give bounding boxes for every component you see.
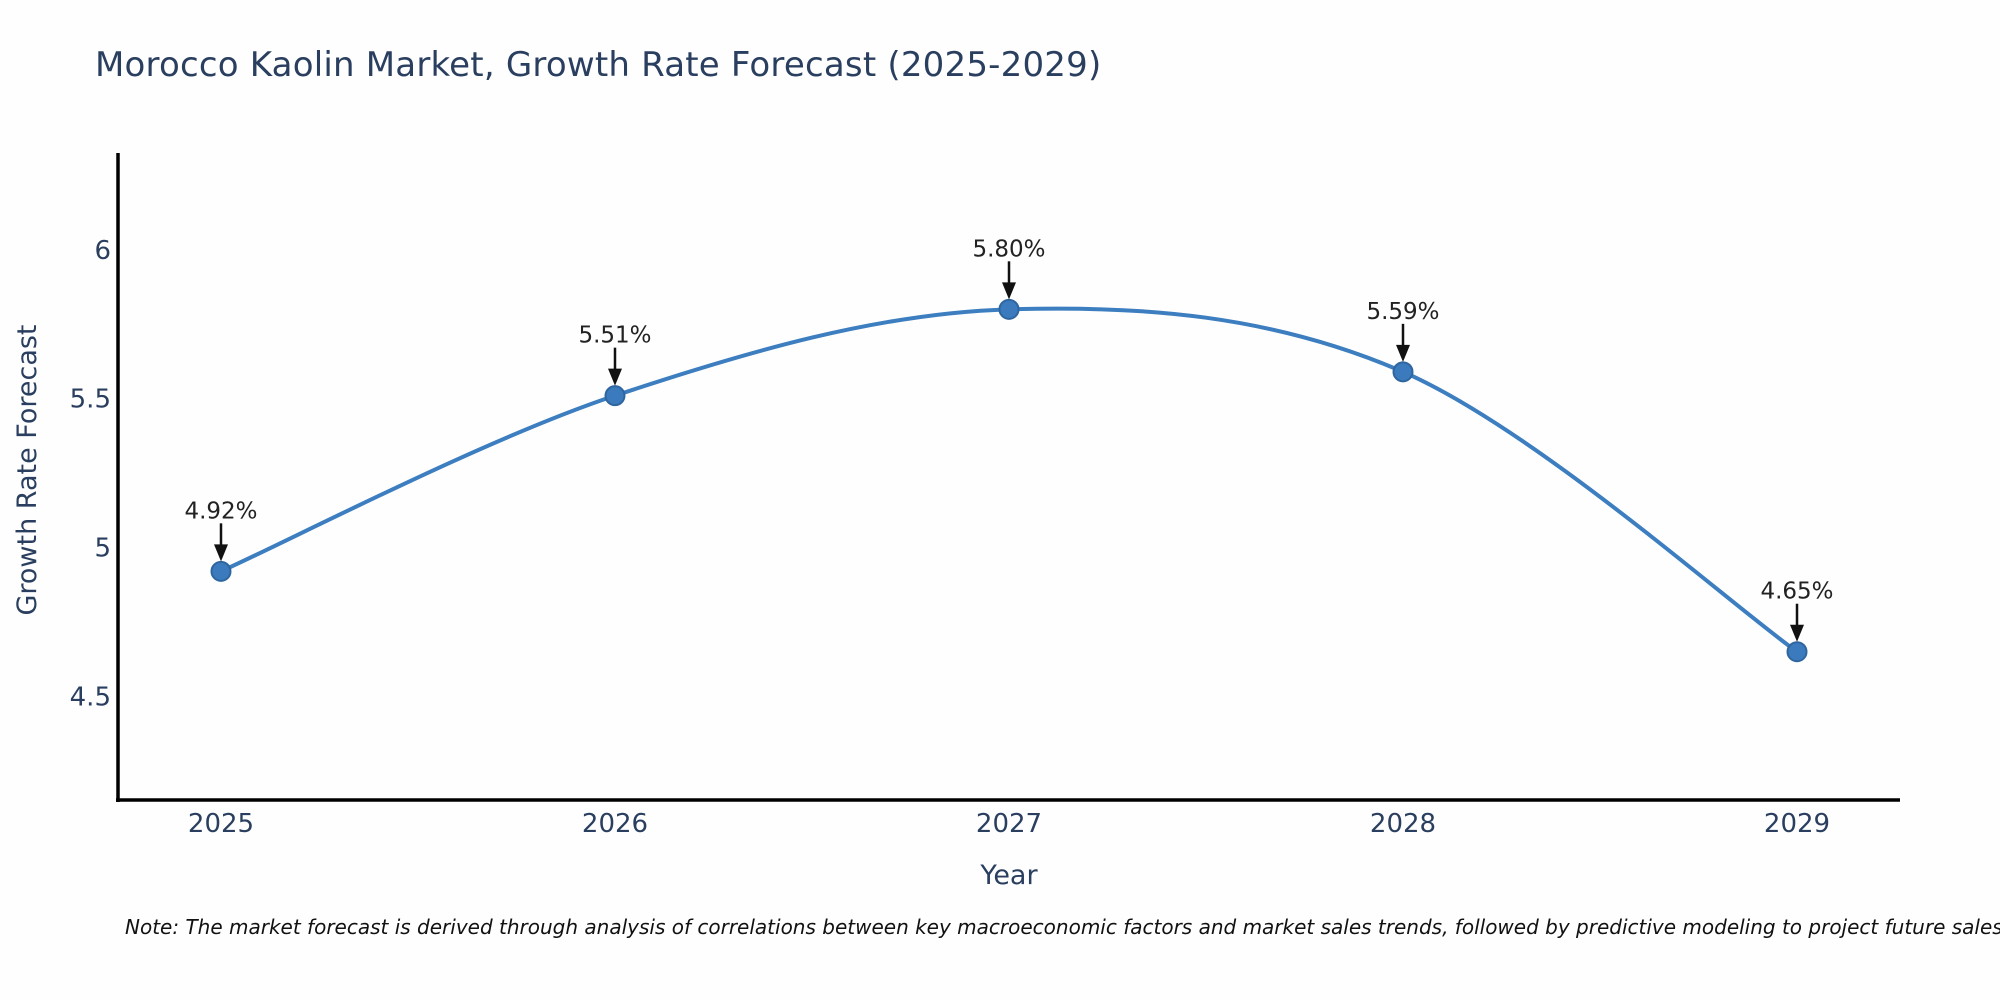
data-point-marker [1392,361,1414,383]
chart-title: Morocco Kaolin Market, Growth Rate Forec… [95,45,1102,85]
chart-footnote: Note: The market forecast is derived thr… [125,915,2000,939]
annotation-label: 4.92% [184,498,257,524]
annotation-arrowhead [213,544,228,562]
data-point-marker [998,298,1020,320]
x-axis-tick-label: 2027 [976,809,1042,839]
y-axis-title: Growth Rate Forecast [12,324,43,615]
annotation-label: 5.59% [1366,299,1439,325]
data-point-marker [604,385,626,407]
x-axis-tick-label: 2026 [582,809,648,839]
annotation-arrowhead [1790,624,1805,642]
data-point-marker [1786,641,1808,663]
annotation-label: 5.80% [972,236,1045,262]
x-axis-title: Year [979,860,1038,891]
y-axis-tick-label: 5.5 [70,385,111,415]
y-axis-tick-label: 5 [94,534,111,564]
y-axis-tick-label: 4.5 [70,682,111,712]
annotation-arrowhead [1396,344,1411,362]
annotation-label: 4.65% [1760,579,1833,605]
y-axis-tick-label: 6 [94,236,111,266]
data-point-marker [210,560,232,582]
annotation-label: 5.51% [578,323,651,349]
annotation-arrowhead [1002,282,1016,300]
annotation-arrowhead [607,368,622,386]
x-axis-tick-label: 2029 [1764,809,1830,839]
x-axis-tick-label: 2025 [188,809,254,839]
trend-line [218,306,1800,654]
x-axis-tick-label: 2028 [1370,809,1436,839]
